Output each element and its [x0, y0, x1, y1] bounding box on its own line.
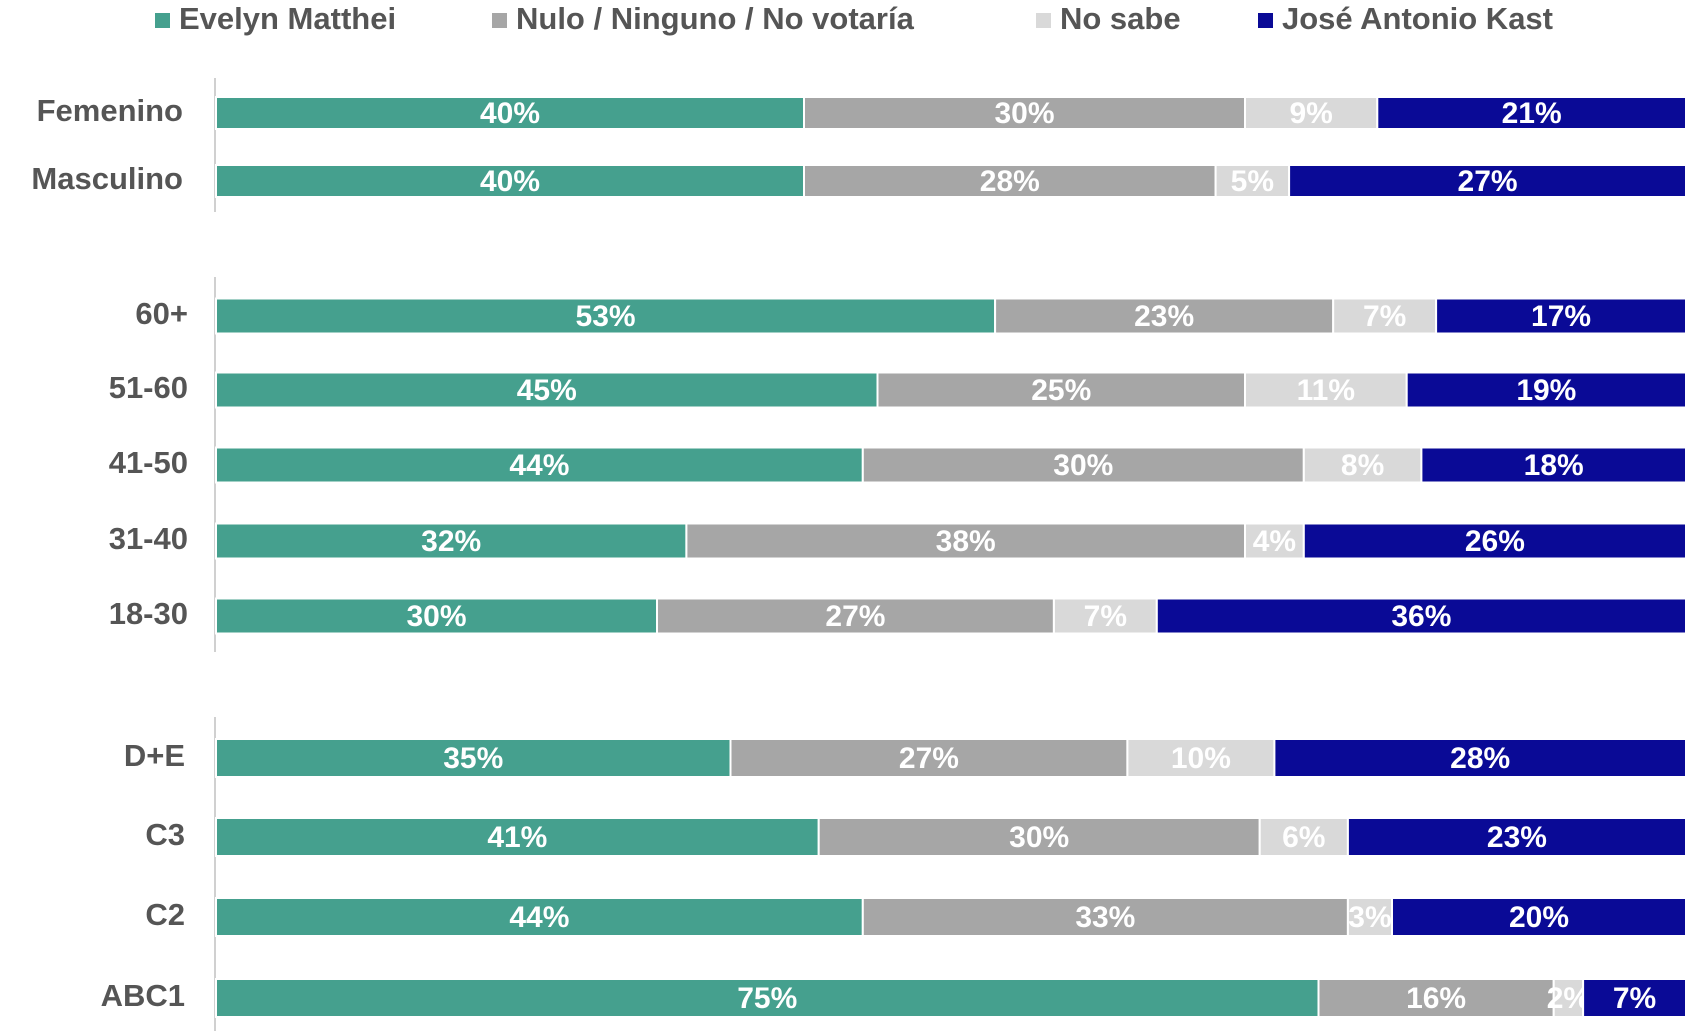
value-label: 44% [509, 449, 569, 482]
bar-segment [861, 446, 1305, 484]
value-label: 28% [980, 165, 1040, 198]
bar-segment [215, 738, 732, 778]
bar-segment [215, 297, 997, 335]
value-label: 16% [1406, 982, 1466, 1015]
category-label: D+E [124, 738, 185, 773]
bar-segment [215, 897, 864, 937]
value-label: 30% [1009, 821, 1069, 854]
value-label: 7% [1363, 300, 1406, 333]
category-label: 51-60 [109, 370, 188, 405]
bar-segment [1155, 597, 1686, 635]
category-label: 60+ [135, 296, 188, 331]
value-label: 11% [1297, 374, 1355, 407]
bar-segment [685, 522, 1246, 560]
legend-swatch [492, 13, 507, 28]
legend-swatch [1258, 13, 1273, 28]
category-label: ABC1 [101, 978, 185, 1013]
bar-segment [1391, 897, 1686, 937]
value-label: 21% [1502, 97, 1562, 130]
value-label: 25% [1031, 374, 1091, 407]
value-label: 36% [1391, 600, 1451, 633]
bar-segment [1435, 297, 1686, 335]
value-label: 40% [480, 165, 540, 198]
value-label: 10% [1171, 742, 1231, 775]
value-label: 4% [1253, 525, 1296, 558]
bar-segment [1244, 96, 1379, 130]
value-label: 19% [1516, 374, 1576, 407]
value-label: 27% [899, 742, 959, 775]
category-label: 31-40 [109, 521, 188, 556]
value-label: 32% [421, 525, 481, 558]
value-label: 18% [1524, 449, 1584, 482]
value-label: 5% [1231, 165, 1274, 198]
value-label: 35% [443, 742, 503, 775]
legend-label: José Antonio Kast [1282, 1, 1553, 36]
bar-segment [1244, 371, 1408, 409]
value-label: 7% [1613, 982, 1656, 1015]
value-label: 27% [825, 600, 885, 633]
category-label: 41-50 [109, 445, 188, 480]
value-label: 30% [994, 97, 1054, 130]
value-label: 3% [1348, 901, 1391, 934]
bar-segment [656, 597, 1055, 635]
bar-segment [215, 371, 879, 409]
value-label: 38% [936, 525, 996, 558]
value-label: 9% [1289, 97, 1332, 130]
value-label: 45% [517, 374, 577, 407]
category-label: Femenino [37, 93, 183, 128]
bar-segment [1332, 297, 1438, 335]
legend-label: No sabe [1060, 1, 1181, 36]
bar-segment [1273, 738, 1686, 778]
bar-segment [1126, 738, 1276, 778]
category-label: 18-30 [109, 596, 188, 631]
bar-segment [729, 738, 1129, 778]
category-label: C3 [145, 817, 185, 852]
value-label: 28% [1450, 742, 1510, 775]
value-label: 17% [1531, 300, 1591, 333]
value-label: 75% [737, 982, 797, 1015]
bar-segment [1288, 164, 1686, 198]
value-label: 23% [1487, 821, 1547, 854]
legend-swatch [1036, 13, 1051, 28]
value-label: 30% [406, 600, 466, 633]
value-label: 23% [1134, 300, 1194, 333]
value-label: 20% [1509, 901, 1569, 934]
category-label: Masculino [31, 161, 183, 196]
bar-segment [861, 897, 1349, 937]
value-label: 41% [487, 821, 547, 854]
bar-segment [1317, 978, 1555, 1018]
bar-segment [1346, 817, 1686, 857]
value-label: 30% [1053, 449, 1113, 482]
value-label: 53% [576, 300, 636, 333]
legend-label: Evelyn Matthei [179, 1, 396, 36]
bar-segment [803, 96, 1246, 130]
bar-segment [1302, 446, 1423, 484]
value-label: 6% [1282, 821, 1325, 854]
bar-segment [1376, 96, 1686, 130]
value-label: 27% [1458, 165, 1518, 198]
bar-segment [1582, 978, 1686, 1018]
legend-label: Nulo / Ninguno / No votaría [516, 1, 915, 36]
value-label: 40% [480, 97, 540, 130]
value-label: 33% [1075, 901, 1135, 934]
value-label: 7% [1084, 600, 1127, 633]
bar-segment [876, 371, 1246, 409]
bar-segment [994, 297, 1335, 335]
category-label: C2 [145, 897, 185, 932]
value-label: 44% [509, 901, 569, 934]
value-label: 8% [1341, 449, 1384, 482]
legend-swatch [155, 13, 170, 28]
value-label: 26% [1465, 525, 1525, 558]
bar-segment [1420, 446, 1686, 484]
bar-segment [215, 522, 688, 560]
bar-segment [1302, 522, 1686, 560]
bar-segment [803, 164, 1217, 198]
bar-segment [1258, 817, 1349, 857]
